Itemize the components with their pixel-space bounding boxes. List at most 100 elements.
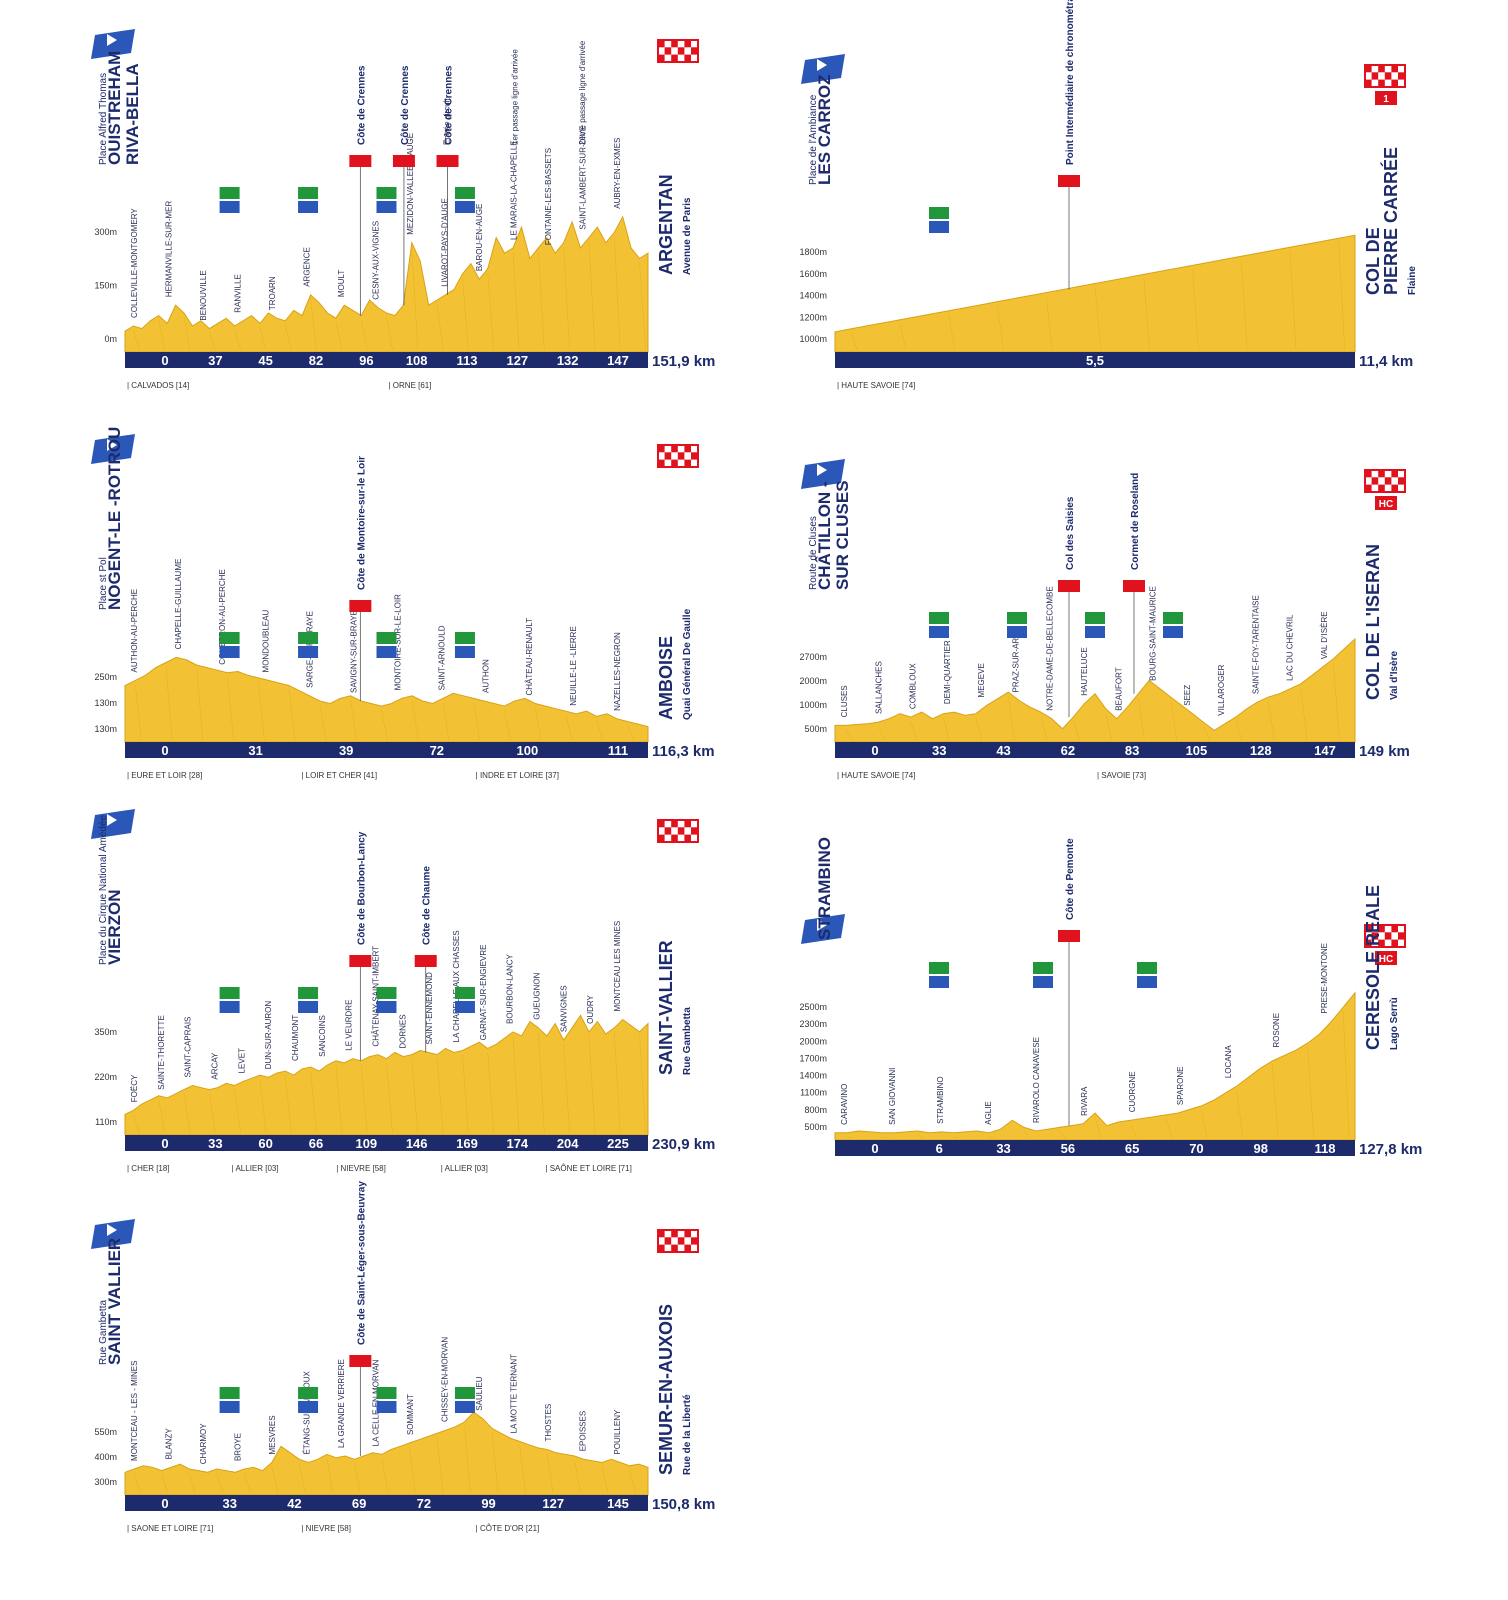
bonus-marker-icon bbox=[219, 201, 240, 213]
profile-graphic: 0 33 43 62 83 105 128 147 149 km 2700m 2000m 1000m 5… bbox=[799, 459, 1410, 780]
terrain-shade bbox=[504, 710, 511, 741]
start-place: Place Alfred Thomas bbox=[98, 73, 109, 165]
place-name: SPARONE bbox=[1176, 1067, 1185, 1106]
start-arrow-icon bbox=[107, 439, 117, 451]
bonus-marker-icon bbox=[929, 976, 949, 988]
start-place: Rue Gambetta bbox=[98, 1300, 109, 1365]
km-mark: 105 bbox=[1186, 743, 1208, 758]
start-flag bbox=[91, 434, 135, 464]
finish-town: PIERRE CARRÉE bbox=[1380, 147, 1401, 295]
distance-bar bbox=[835, 352, 1355, 368]
altitude-label: 150m bbox=[94, 281, 117, 291]
climb-category-badge bbox=[436, 155, 459, 167]
bonus-marker-icon bbox=[298, 201, 319, 213]
department-label: | NIEVRE [58] bbox=[336, 1164, 386, 1173]
finish-place: Flaine bbox=[1407, 266, 1418, 295]
terrain-shade bbox=[360, 1064, 368, 1134]
bonus-marker-icon bbox=[1007, 626, 1027, 638]
terrain-shade bbox=[165, 666, 173, 741]
finish-check bbox=[658, 834, 665, 842]
place-name: SAVIGNY-SUR-BRAYE bbox=[350, 610, 359, 693]
finish-category-badge bbox=[1375, 91, 1397, 105]
terrain-shade bbox=[1138, 697, 1145, 741]
finish-check bbox=[1391, 925, 1398, 933]
terrain-shade bbox=[538, 1031, 545, 1134]
finish-check bbox=[664, 827, 672, 835]
terrain-shade bbox=[563, 246, 570, 351]
terrain-shade bbox=[326, 1458, 334, 1494]
terrain-shade bbox=[462, 1054, 469, 1134]
km-mark: 147 bbox=[1314, 743, 1336, 758]
terrain-shade bbox=[209, 332, 216, 351]
finish-town: SEMUR-EN-AUXOIS bbox=[656, 1304, 676, 1475]
bonus-marker-icon bbox=[454, 201, 475, 213]
terrain-shade bbox=[462, 277, 469, 351]
terrain-shade bbox=[627, 725, 634, 741]
terrain-shade bbox=[259, 327, 267, 351]
department-label: | NIEVRE [58] bbox=[301, 1524, 351, 1533]
stage-4-profile: 0 33 42 69 72 99 127 145 150,8 km 550m 400m 300m | S… bbox=[0, 1181, 760, 1600]
department-label: | SAÔNE ET LOIRE [71] bbox=[545, 1164, 631, 1173]
km-mark: 108 bbox=[406, 353, 428, 368]
finish-check bbox=[664, 1237, 672, 1245]
finish-check bbox=[1378, 925, 1385, 933]
start-arrow-icon bbox=[817, 464, 827, 476]
elevation-terrain bbox=[124, 656, 649, 743]
stage-7-profile: 0 6 33 56 65 70 98 118 127,8 km 2500m 2300m 2000m 17… bbox=[760, 795, 1508, 1205]
start-town: SAINT VALLIER bbox=[105, 1238, 124, 1365]
km-mark: 225 bbox=[607, 1136, 629, 1151]
place-name: LEVET bbox=[237, 1048, 246, 1073]
altitude-label: 2000m bbox=[799, 1036, 827, 1046]
place-name: AUBRY-EN-EXMES bbox=[613, 138, 622, 209]
finish-check bbox=[671, 1244, 678, 1252]
bonus-marker-icon bbox=[376, 646, 397, 658]
terrain-shade bbox=[1073, 720, 1080, 741]
finish-check bbox=[691, 1237, 698, 1245]
stage-1-profile: 0 37 45 82 96 108 113 127 132 147 151,9 km 300m 150m… bbox=[0, 0, 760, 400]
terrain-shade bbox=[386, 1062, 393, 1134]
start-town: SUR CLUSES bbox=[833, 480, 852, 590]
place-name: SAINTE-FOY-TARENTAISE bbox=[1251, 595, 1260, 694]
altitude-label: 500m bbox=[804, 1122, 827, 1132]
place-name: OUDRY bbox=[586, 994, 595, 1023]
altitude-label: 400m bbox=[94, 1452, 117, 1462]
altitude-label: 300m bbox=[94, 227, 117, 237]
km-mark: 127 bbox=[542, 1496, 564, 1511]
altitude-label: 2700m bbox=[799, 652, 827, 662]
terrain-shade bbox=[381, 1458, 389, 1494]
terrain-shade bbox=[258, 681, 265, 741]
terrain-shade bbox=[436, 1437, 444, 1494]
climb-category-badge bbox=[392, 155, 415, 167]
terrain-shade bbox=[350, 699, 357, 741]
terrain-shade bbox=[845, 729, 853, 741]
bonus-marker-icon bbox=[219, 1001, 240, 1013]
feed-zone-icon bbox=[219, 187, 240, 199]
stage-5-profile: 5,5 11,4 km 1800m 1600m 1400m 1200m 1000m | HAU… bbox=[760, 0, 1508, 400]
finish-place: Quai Général De Gaulle bbox=[682, 608, 693, 720]
km-mark: 109 bbox=[355, 1136, 377, 1151]
feed-zone-icon bbox=[298, 632, 319, 644]
finish-place: Val d'Isère bbox=[1389, 650, 1400, 700]
finish-check bbox=[1391, 939, 1398, 947]
total-distance: 150,8 km bbox=[652, 1496, 715, 1513]
km-mark: 6 bbox=[936, 1141, 943, 1156]
stage-3-profile: 0 33 60 66 109 146 169 174 204 225 230,9 km 350m 220… bbox=[0, 795, 760, 1205]
finish-check bbox=[677, 452, 685, 460]
climb-name: Côte de Montoire-sur-le Loir bbox=[356, 456, 367, 590]
altitude-label: 2000m bbox=[799, 676, 827, 686]
place-name: BEAUFORT bbox=[1114, 667, 1123, 711]
altitude-label: 500m bbox=[804, 724, 827, 734]
start-place: Route de Cluses bbox=[808, 516, 819, 590]
start-town: STRAMBINO bbox=[815, 837, 834, 940]
feed-zone-icon bbox=[454, 987, 475, 999]
terrain-shade bbox=[1040, 716, 1048, 741]
km-mark: 70 bbox=[1189, 1141, 1203, 1156]
place-name: ARGENCE bbox=[303, 247, 312, 287]
finish-category-badge bbox=[1375, 951, 1397, 965]
terrain-shade bbox=[538, 251, 545, 351]
feed-zone-icon bbox=[298, 987, 319, 999]
terrain-shade bbox=[381, 710, 388, 741]
terrain-shade bbox=[1105, 712, 1113, 741]
climb-category-badge bbox=[1058, 175, 1080, 187]
terrain-shade bbox=[546, 1453, 554, 1494]
